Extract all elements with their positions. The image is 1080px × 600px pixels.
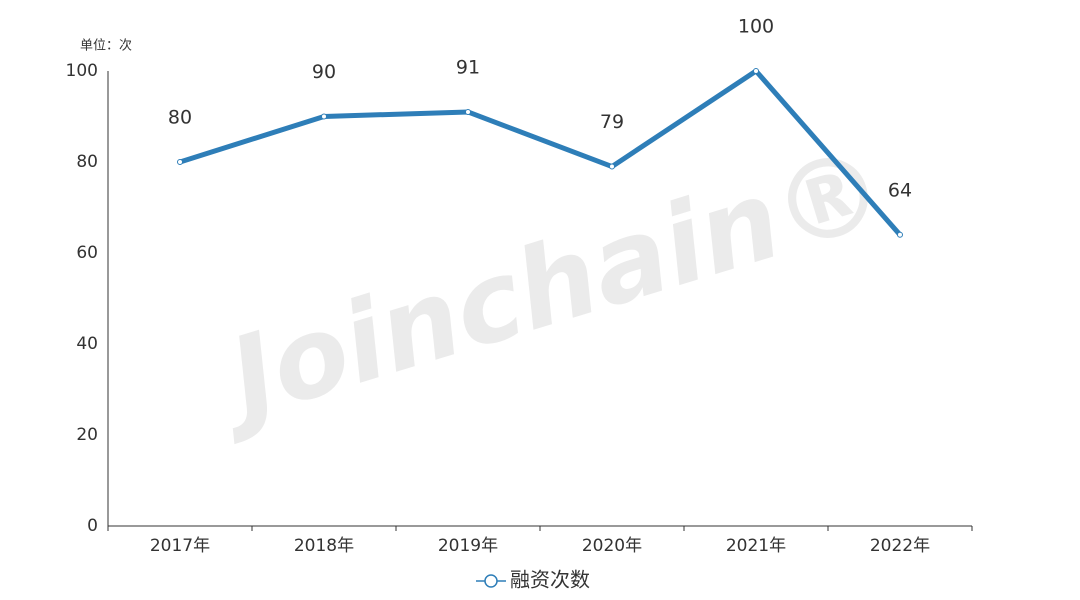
point	[177, 159, 183, 165]
x-tick-label: 2019年	[438, 536, 498, 556]
y-tick-label: 100	[66, 61, 98, 81]
point	[321, 113, 327, 120]
data-label: 79	[600, 111, 624, 133]
y-axis-label: 单位：次	[80, 38, 132, 54]
point	[609, 163, 615, 170]
x-tick-label: 2018年	[294, 536, 354, 556]
x-tick-label: 2022年	[870, 536, 930, 556]
point	[897, 231, 903, 238]
data-label: 90	[312, 61, 336, 83]
y-tick-label: 0	[87, 516, 98, 536]
x-tick-label: 2021年	[726, 536, 786, 556]
y-tick-label: 60	[76, 243, 98, 263]
x-tick-label: 2020年	[582, 536, 642, 556]
data-label: 100	[738, 16, 774, 38]
data-label: 80	[168, 107, 192, 129]
x-tick-label: 2017年	[150, 536, 210, 556]
line	[179, 68, 902, 237]
y-tick-label: 40	[76, 334, 98, 354]
data-label: 64	[888, 179, 912, 201]
y-tick-label: 80	[76, 152, 98, 172]
point	[465, 108, 471, 115]
y-tick-label: 20	[76, 425, 98, 445]
legend-marker	[484, 574, 498, 588]
watermark: Joinchain®	[197, 123, 899, 449]
data-label: 91	[456, 56, 480, 78]
legend-label: 融资次数	[510, 568, 590, 592]
point	[753, 68, 759, 74]
